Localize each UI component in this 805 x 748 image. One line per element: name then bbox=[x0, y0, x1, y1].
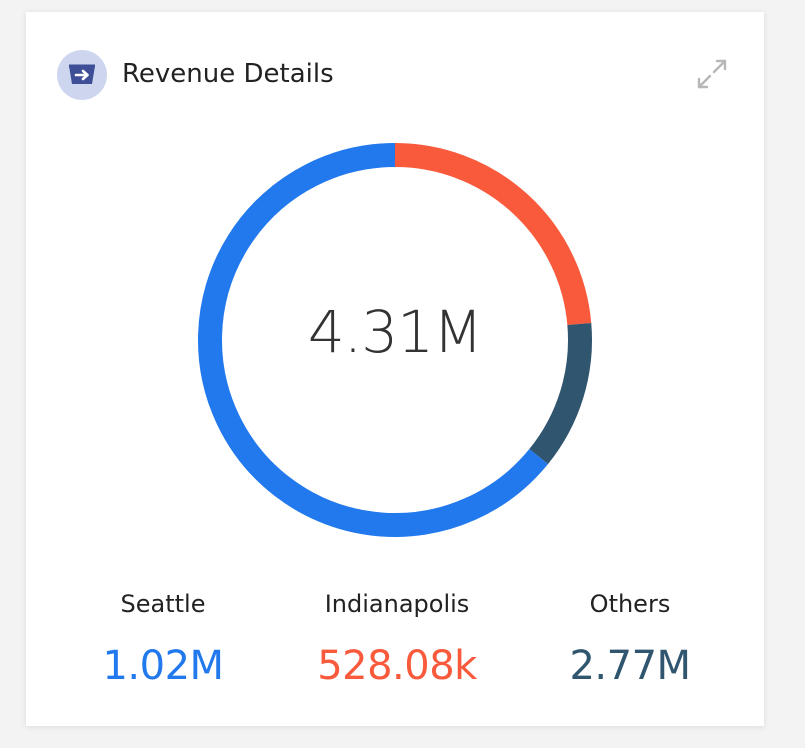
donut-segment-others[interactable] bbox=[198, 143, 548, 537]
arrow-right-box-icon bbox=[57, 50, 107, 100]
revenue-details-card: Revenue Details 4.31M Seattle 1.02M Indi… bbox=[26, 12, 764, 726]
donut-segment-indianapolis[interactable] bbox=[529, 322, 592, 465]
donut-chart bbox=[198, 143, 592, 537]
legend-label-others: Others bbox=[589, 590, 671, 618]
donut-segment-seattle[interactable] bbox=[394, 143, 592, 326]
legend-value-indianapolis: 528.08k bbox=[317, 643, 477, 689]
legend-value-others: 2.77M bbox=[569, 643, 691, 689]
total-value: 4.31M bbox=[307, 298, 483, 366]
legend-value-seattle: 1.02M bbox=[102, 643, 224, 689]
legend-label-seattle: Seattle bbox=[120, 590, 206, 618]
expand-icon[interactable] bbox=[694, 56, 730, 92]
card-title: Revenue Details bbox=[122, 59, 334, 89]
legend-label-indianapolis: Indianapolis bbox=[324, 590, 470, 618]
